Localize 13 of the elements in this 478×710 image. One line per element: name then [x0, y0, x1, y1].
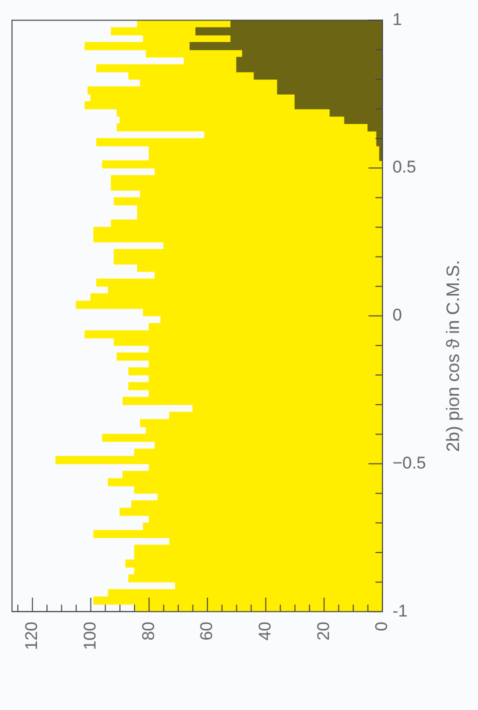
x-tick-label: 20	[314, 622, 333, 641]
x-tick-label: 120	[22, 622, 42, 650]
y-axis-title: 2b) pion cos ϑ in C.M.S.	[442, 260, 463, 452]
y-tick-label: 1	[392, 10, 402, 29]
x-tick-label: 100	[80, 622, 100, 650]
y-tick-label: −0.5	[392, 453, 426, 472]
x-tick-label: 40	[255, 622, 274, 641]
x-tick-label: 0	[372, 622, 392, 632]
y-tick-label: 0.5	[392, 158, 416, 177]
y-tick-label: -1	[392, 601, 408, 620]
y-tick-label: 0	[392, 306, 402, 325]
x-tick-label: 60	[197, 622, 216, 641]
x-tick-label: 80	[138, 622, 158, 641]
